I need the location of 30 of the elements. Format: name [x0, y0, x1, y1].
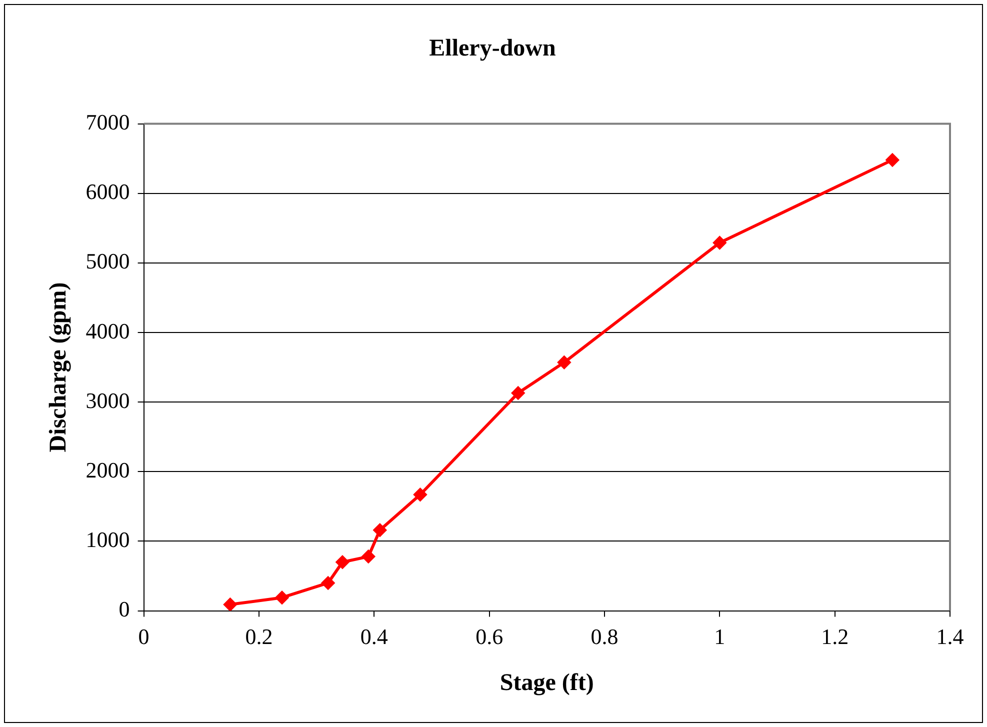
point [276, 591, 289, 604]
x-tick-label: 1.2 [821, 624, 849, 649]
point [713, 236, 726, 250]
y-tick-label: 1000 [86, 527, 130, 552]
point [224, 598, 237, 611]
x-tick-label: 1.4 [936, 624, 964, 649]
x-axis-title: Stage (ft) [500, 670, 594, 696]
point [886, 153, 899, 166]
y-tick-label: 7000 [86, 110, 130, 135]
x-tick-label: 0.2 [245, 624, 273, 649]
x-tick-label: 1 [714, 624, 726, 649]
x-tick-label: 0.4 [360, 624, 388, 649]
y-tick-label: 0 [118, 596, 130, 622]
x-tick-label: 0.6 [476, 624, 504, 649]
x-tick-label: 0.8 [590, 624, 618, 649]
point [558, 356, 571, 369]
y-tick-label: 4000 [86, 318, 130, 344]
y-tick-label: 6000 [86, 179, 130, 204]
y-tick-label: 5000 [86, 248, 130, 274]
point [336, 556, 349, 569]
y-tick-label: 2000 [86, 457, 130, 482]
point [322, 576, 335, 590]
y-tick-label: 3000 [86, 388, 130, 413]
point [362, 550, 375, 564]
point [373, 524, 386, 537]
point [414, 488, 427, 502]
y-axis-title: Discharge (gpm) [46, 282, 72, 452]
point [512, 386, 525, 400]
chart-title: Ellery-down [429, 36, 556, 62]
x-tick-label: 0 [138, 624, 150, 649]
